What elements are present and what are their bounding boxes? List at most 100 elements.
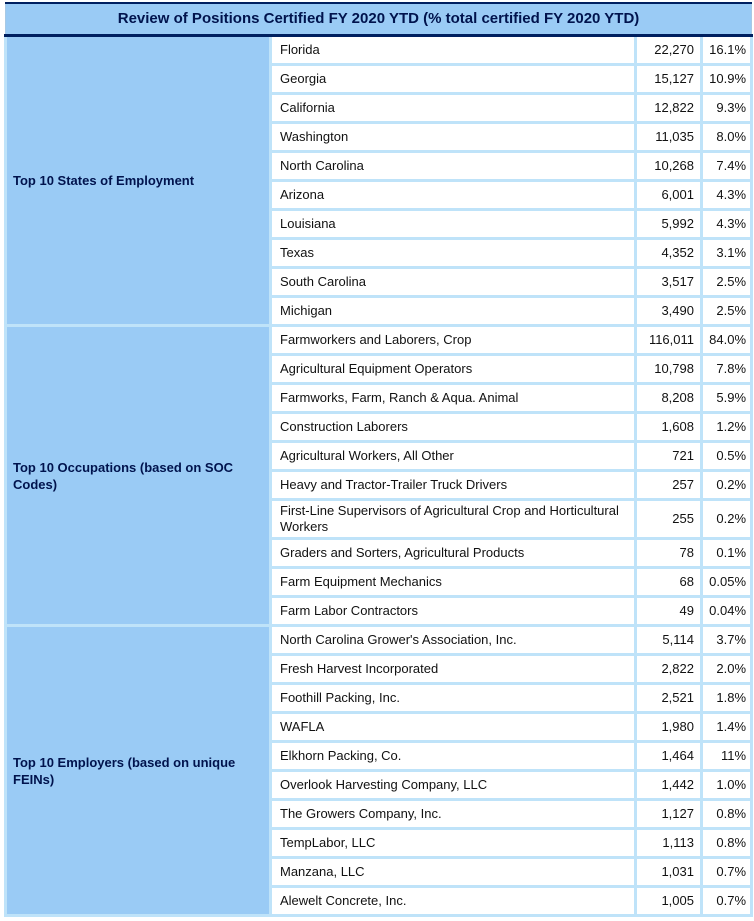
row-count-cell: 2,521 (634, 682, 703, 714)
table-row: Texas 4,352 3.1% (6, 237, 754, 269)
table-row: Farm Labor Contractors 49 0.04% (6, 595, 754, 627)
row-percent-cell: 1.4% (699, 711, 754, 743)
row-count-cell: 10,798 (634, 353, 703, 385)
section-label: Top 10 States of Employment (4, 34, 272, 327)
row-name-cell: California (269, 92, 637, 124)
table-row: WAFLA 1,980 1.4% (6, 711, 754, 743)
row-count-cell: 1,442 (634, 769, 703, 801)
row-name-cell: Arizona (269, 179, 637, 211)
table-row: Agricultural Equipment Operators 10,798 7.… (6, 353, 754, 385)
row-count-cell: 1,005 (634, 885, 703, 917)
row-percent-cell: 0.2% (699, 498, 754, 540)
row-percent-cell: 3.1% (699, 237, 754, 269)
row-name-cell: North Carolina Grower's Association, Inc… (269, 624, 637, 656)
row-count-cell: 2,822 (634, 653, 703, 685)
row-count-cell: 22,270 (634, 34, 703, 66)
row-count-cell: 1,031 (634, 856, 703, 888)
table-title: Review of Positions Certified FY 2020 YT… (4, 2, 753, 37)
row-name-cell: Florida (269, 34, 637, 66)
row-name-cell: Elkhorn Packing, Co. (269, 740, 637, 772)
table-row: Heavy and Tractor-Trailer Truck Drivers 2… (6, 469, 754, 501)
row-name-cell: Graders and Sorters, Agricultural Produc… (269, 537, 637, 569)
row-percent-cell: 11% (699, 740, 754, 772)
table-row: Overlook Harvesting Company, LLC 1,442 1.0… (6, 769, 754, 801)
table-row: First-Line Supervisors of Agricultural C… (6, 498, 754, 540)
row-count-cell: 1,608 (634, 411, 703, 443)
row-percent-cell: 5.9% (699, 382, 754, 414)
row-percent-cell: 7.4% (699, 150, 754, 182)
table-row: Farm Equipment Mechanics 68 0.05% (6, 566, 754, 598)
row-count-cell: 68 (634, 566, 703, 598)
row-count-cell: 3,490 (634, 295, 703, 327)
row-name-cell: Michigan (269, 295, 637, 327)
row-percent-cell: 9.3% (699, 92, 754, 124)
row-percent-cell: 0.5% (699, 440, 754, 472)
table-row: Graders and Sorters, Agricultural Produc… (6, 537, 754, 569)
table-row: Arizona 6,001 4.3% (6, 179, 754, 211)
row-name-cell: Agricultural Equipment Operators (269, 353, 637, 385)
row-percent-cell: 0.2% (699, 469, 754, 501)
row-count-cell: 1,113 (634, 827, 703, 859)
row-percent-cell: 10.9% (699, 63, 754, 95)
row-count-cell: 116,011 (634, 324, 703, 356)
table-row: Fresh Harvest Incorporated 2,822 2.0% (6, 653, 754, 685)
row-name-cell: Foothill Packing, Inc. (269, 682, 637, 714)
row-name-cell: Manzana, LLC (269, 856, 637, 888)
row-count-cell: 1,464 (634, 740, 703, 772)
row-percent-cell: 0.05% (699, 566, 754, 598)
section-label: Top 10 Occupations (based on SOC Codes) (4, 324, 272, 627)
row-count-cell: 5,992 (634, 208, 703, 240)
row-name-cell: First-Line Supervisors of Agricultural C… (269, 498, 637, 540)
row-count-cell: 1,980 (634, 711, 703, 743)
row-count-cell: 257 (634, 469, 703, 501)
table-row: Louisiana 5,992 4.3% (6, 208, 754, 240)
row-name-cell: Overlook Harvesting Company, LLC (269, 769, 637, 801)
row-name-cell: North Carolina (269, 150, 637, 182)
table-row: Georgia 15,127 10.9% (6, 63, 754, 95)
row-name-cell: Farmworkers and Laborers, Crop (269, 324, 637, 356)
table-row: South Carolina 3,517 2.5% (6, 266, 754, 298)
row-percent-cell: 0.04% (699, 595, 754, 627)
positions-certified-table: Review of Positions Certified FY 2020 YT… (4, 2, 754, 917)
section-label: Top 10 Employers (based on unique FEINs) (4, 624, 272, 917)
table-row: Construction Laborers 1,608 1.2% (6, 411, 754, 443)
row-count-cell: 12,822 (634, 92, 703, 124)
row-count-cell: 78 (634, 537, 703, 569)
row-count-cell: 15,127 (634, 63, 703, 95)
row-name-cell: Farm Labor Contractors (269, 595, 637, 627)
row-count-cell: 3,517 (634, 266, 703, 298)
row-percent-cell: 8.0% (699, 121, 754, 153)
row-percent-cell: 7.8% (699, 353, 754, 385)
row-name-cell: Heavy and Tractor-Trailer Truck Drivers (269, 469, 637, 501)
row-count-cell: 5,114 (634, 624, 703, 656)
row-count-cell: 11,035 (634, 121, 703, 153)
row-percent-cell: 0.8% (699, 827, 754, 859)
table-row: Michigan 3,490 2.5% (6, 295, 754, 327)
row-name-cell: WAFLA (269, 711, 637, 743)
table-row: Top 10 Occupations (based on SOC Codes) F… (4, 324, 754, 627)
row-percent-cell: 0.1% (699, 537, 754, 569)
row-name-cell: Construction Laborers (269, 411, 637, 443)
row-percent-cell: 2.5% (699, 295, 754, 327)
row-name-cell: Alewelt Concrete, Inc. (269, 885, 637, 917)
row-percent-cell: 2.5% (699, 266, 754, 298)
table-row: Foothill Packing, Inc. 2,521 1.8% (6, 682, 754, 714)
row-name-cell: Farmworks, Farm, Ranch & Aqua. Animal (269, 382, 637, 414)
row-percent-cell: 1.8% (699, 682, 754, 714)
report-page: Review of Positions Certified FY 2020 YT… (4, 2, 754, 917)
row-name-cell: Fresh Harvest Incorporated (269, 653, 637, 685)
row-percent-cell: 1.0% (699, 769, 754, 801)
row-name-cell: Georgia (269, 63, 637, 95)
table-row: Elkhorn Packing, Co. 1,464 11% (6, 740, 754, 772)
row-percent-cell: 0.7% (699, 885, 754, 917)
row-name-cell: Texas (269, 237, 637, 269)
table-row: California 12,822 9.3% (6, 92, 754, 124)
row-name-cell: South Carolina (269, 266, 637, 298)
row-count-cell: 6,001 (634, 179, 703, 211)
table-row: Top 10 Employers (based on unique FEINs)… (4, 624, 754, 917)
row-percent-cell: 4.3% (699, 208, 754, 240)
table-row: North Carolina 10,268 7.4% (6, 150, 754, 182)
row-count-cell: 10,268 (634, 150, 703, 182)
table-row: Farmworks, Farm, Ranch & Aqua. Animal 8,2… (6, 382, 754, 414)
row-count-cell: 8,208 (634, 382, 703, 414)
